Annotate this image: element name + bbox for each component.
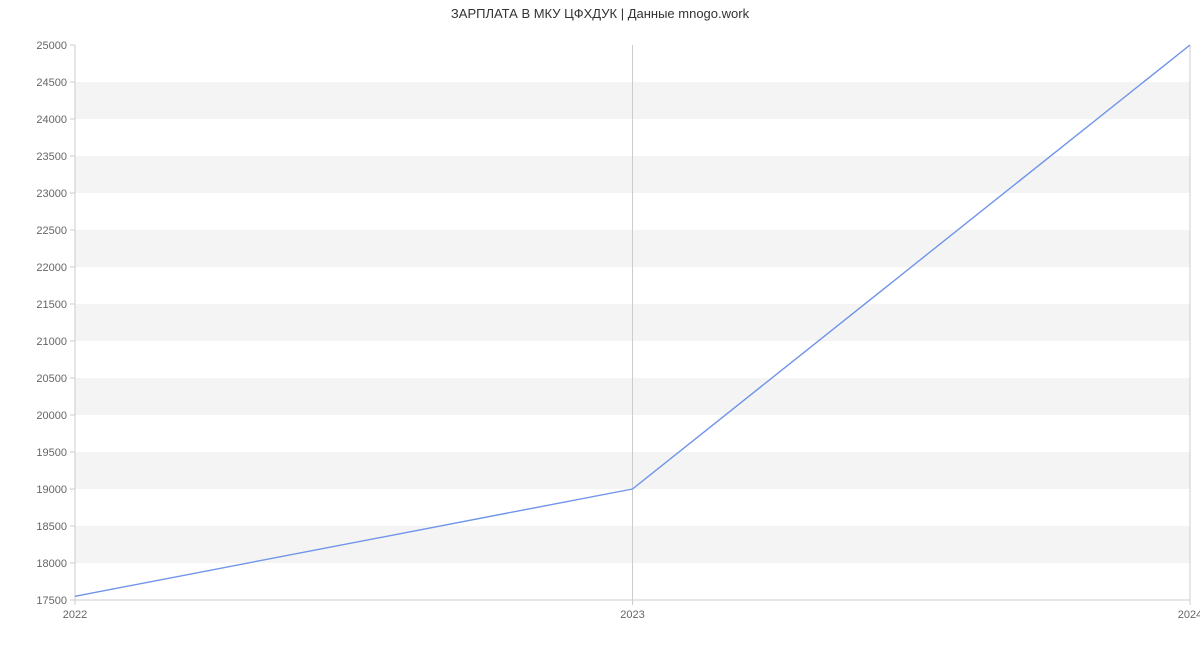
x-tick-label: 2022 bbox=[63, 609, 87, 621]
y-tick-label: 17500 bbox=[36, 595, 67, 607]
y-tick-label: 22000 bbox=[36, 262, 67, 274]
y-tick-label: 24000 bbox=[36, 114, 67, 126]
chart-title: ЗАРПЛАТА В МКУ ЦФХДУК | Данные mnogo.wor… bbox=[0, 6, 1200, 21]
y-tick-label: 19500 bbox=[36, 447, 67, 459]
y-tick-label: 22500 bbox=[36, 225, 67, 237]
x-tick-label: 2023 bbox=[620, 609, 644, 621]
chart-svg: 17500 18000 18500 19000 19500 20000 20500 21000… bbox=[0, 0, 1200, 650]
y-tick-label: 24500 bbox=[36, 77, 67, 89]
line-chart: ЗАРПЛАТА В МКУ ЦФХДУК | Данные mnogo.wor… bbox=[0, 0, 1200, 650]
y-tick-label: 20000 bbox=[36, 410, 67, 422]
x-tick-label: 2024 bbox=[1178, 609, 1200, 621]
y-tick-label: 20500 bbox=[36, 373, 67, 385]
y-tick-label: 21500 bbox=[36, 299, 67, 311]
y-tick-label: 23500 bbox=[36, 151, 67, 163]
y-tick-label: 23000 bbox=[36, 188, 67, 200]
y-tick-label: 21000 bbox=[36, 336, 67, 348]
y-tick-label: 18500 bbox=[36, 521, 67, 533]
y-tick-label: 18000 bbox=[36, 558, 67, 570]
y-tick-label: 19000 bbox=[36, 484, 67, 496]
y-tick-label: 25000 bbox=[36, 40, 67, 52]
